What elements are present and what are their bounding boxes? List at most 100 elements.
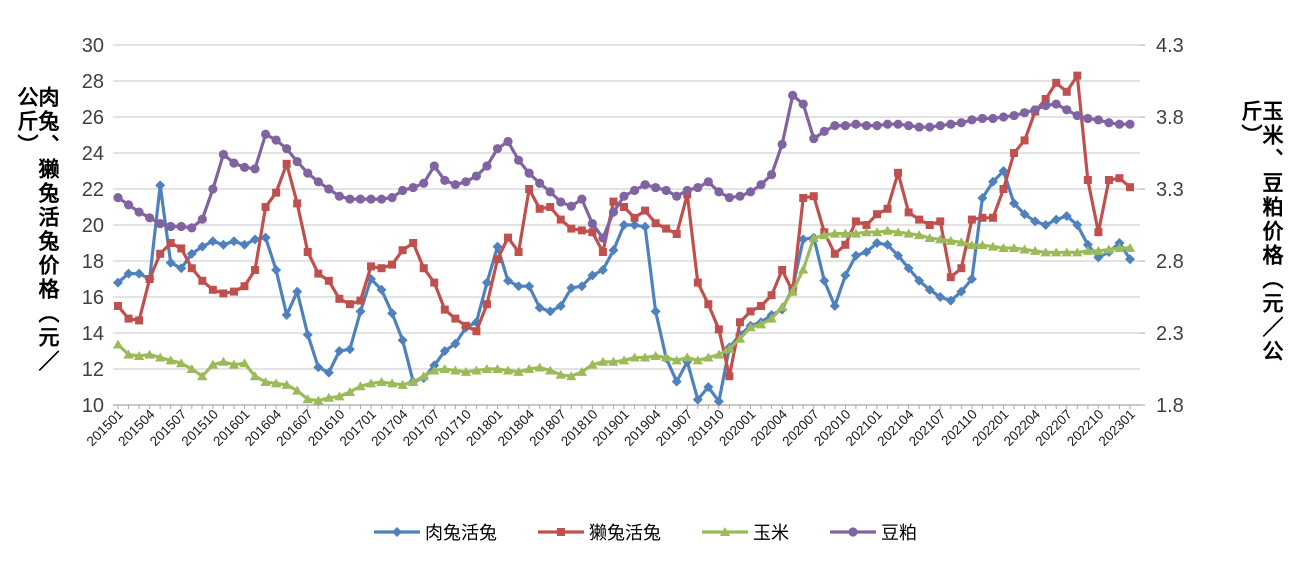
triangle-marker-icon [1061,247,1072,257]
circle-marker-icon [208,184,218,194]
triangle-marker-icon [713,349,725,359]
triangle-marker-icon [871,227,883,237]
circle-marker-icon [777,139,787,149]
square-marker-icon [725,372,734,381]
triangle-marker-icon [977,240,988,250]
triangle-marker-icon [154,352,166,362]
circle-marker-icon [998,112,1009,122]
triangle-marker-icon [840,228,851,238]
triangle-marker-icon [292,385,303,395]
tick-label: 2.3 [1156,323,1184,345]
circle-marker-icon [977,113,988,124]
triangle-marker-icon [692,355,703,365]
square-marker-icon [535,204,544,213]
circle-marker-icon [1125,119,1135,129]
circle-marker-icon [408,182,418,193]
diamond-marker-icon [703,382,714,392]
diamond-marker-icon [829,301,840,311]
legend: 肉兔活兔 獭兔活兔 玉米 豆粕 [0,519,1290,545]
triangle-marker-icon [218,356,229,366]
diamond-marker-icon [260,232,271,243]
legend-marker-square-icon [537,525,585,539]
triangle-marker-icon [660,352,672,362]
square-marker-icon [851,217,860,226]
axis-ticks [117,44,1145,409]
square-marker-icon [830,249,839,258]
square-marker-icon [482,300,491,309]
triangle-marker-icon [903,228,914,238]
square-marker-icon [1073,71,1082,80]
square-marker-icon [514,248,523,256]
diamond-marker-icon [872,238,882,248]
diamond-marker-icon [387,308,398,319]
diamond-marker-icon [534,302,545,313]
triangle-marker-icon [355,381,366,391]
square-marker-icon [451,314,460,323]
legend-label: 肉兔活兔 [425,523,497,543]
triangle-marker-icon [439,364,450,373]
triangle-marker-icon [1082,245,1094,255]
legend-label: 獭兔活兔 [589,523,661,543]
series-3 [113,90,1135,243]
circle-marker-icon [334,191,344,201]
circle-marker-icon [809,134,819,144]
square-marker-icon [493,255,502,264]
triangle-marker-icon [882,225,893,235]
tick-label: 28 [82,71,104,93]
square-marker-icon [419,264,428,273]
diamond-marker-icon [524,281,535,292]
circle-marker-icon [840,121,850,131]
square-marker-icon [978,213,987,222]
diamond-marker-icon [302,329,313,340]
triangle-marker-icon [587,359,598,369]
square-marker-icon [229,287,238,296]
diamond-marker-icon [450,338,461,349]
triangle-marker-icon [249,371,261,381]
square-marker-icon [208,285,217,294]
triangle-marker-icon [407,376,419,386]
circle-marker-icon [640,180,650,190]
square-marker-icon [841,240,850,249]
circle-marker-icon [292,157,302,167]
right-axis-title: 玉米、豆粕价格（元／公斤） [1239,100,1284,364]
triangle-marker-icon [956,237,967,247]
square-marker-icon [272,188,281,197]
square-marker-icon [345,300,354,309]
circle-marker-icon [1083,113,1093,124]
square-marker-icon [145,275,154,283]
circle-marker-icon [271,135,281,145]
triangle-marker-icon [576,366,588,376]
diamond-marker-icon [798,234,809,245]
diamond-marker-icon [1082,239,1093,250]
triangle-marker-icon [1124,243,1136,253]
square-marker-icon [873,210,881,219]
circle-marker-icon [461,177,471,187]
triangle-marker-icon [618,355,630,365]
circle-marker-icon [745,187,756,197]
triangle-marker-icon [766,313,777,323]
triangle-marker-icon [703,352,714,362]
diamond-marker-icon [998,166,1009,176]
triangle-marker-icon [935,234,946,244]
diamond-marker-icon [956,286,967,297]
legend-item-corn: 玉米 [701,519,789,545]
triangle-marker-icon [450,365,461,375]
diamond-marker-icon [650,306,661,317]
square-marker-icon [1115,174,1124,183]
circle-marker-icon [1072,110,1082,121]
square-marker-icon [767,291,776,300]
diamond-marker-icon [945,295,956,306]
diamond-marker-icon [987,176,998,187]
square-marker-icon [999,185,1008,193]
square-marker-icon [1094,228,1103,237]
circle-marker-icon [545,187,555,197]
tick-label: 1.8 [1156,395,1184,417]
triangle-marker-icon [671,355,682,365]
circle-marker-icon [851,119,861,129]
circle-marker-icon [893,119,903,129]
legend-item-live-rex-rabbit: 獭兔活兔 [537,519,661,545]
triangle-marker-icon [650,351,661,361]
diamond-marker-icon [713,396,724,407]
square-marker-icon [1020,136,1029,145]
circle-marker-icon [629,185,640,196]
